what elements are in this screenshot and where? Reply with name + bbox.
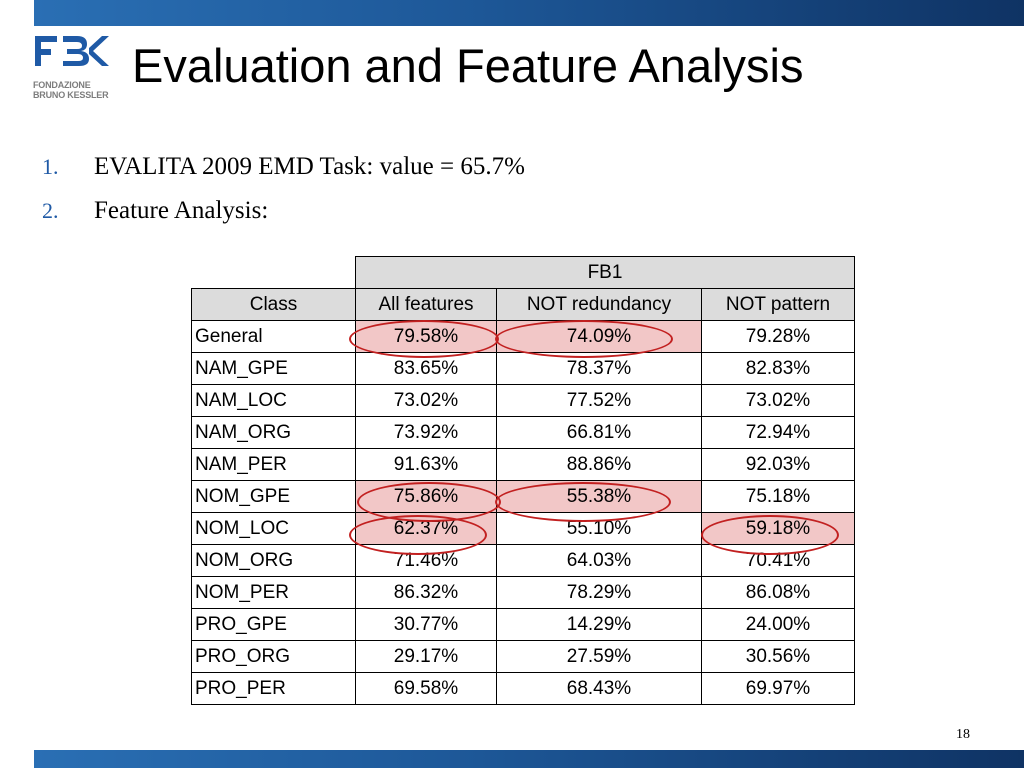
value-cell: 29.17% (355, 640, 497, 673)
value-cell: 69.58% (355, 672, 497, 705)
table-row: NAM_GPE 83.65% 78.37% 82.83% (191, 352, 855, 385)
slide-title: Evaluation and Feature Analysis (132, 39, 804, 92)
group-header-fb1: FB1 (355, 256, 855, 289)
value-cell: 72.94% (701, 416, 855, 449)
bottom-banner-bar (34, 750, 1024, 768)
class-cell: NAM_PER (191, 448, 356, 481)
header-not-pattern: NOT pattern (701, 288, 855, 321)
value-cell: 64.03% (496, 544, 702, 577)
value-cell: 75.18% (701, 480, 855, 513)
bullet-text: Feature Analysis: (94, 197, 269, 224)
value-cell: 79.28% (701, 320, 855, 353)
value-cell: 24.00% (701, 608, 855, 641)
class-cell: PRO_PER (191, 672, 356, 705)
value-cell: 77.52% (496, 384, 702, 417)
fbk-logo-mark (35, 36, 109, 66)
value-cell: 62.37% (355, 512, 497, 545)
value-cell: 30.56% (701, 640, 855, 673)
value-cell: 69.97% (701, 672, 855, 705)
value-cell: 74.09% (496, 320, 702, 353)
value-cell: 71.46% (355, 544, 497, 577)
value-cell: 73.92% (355, 416, 497, 449)
class-cell: NOM_PER (191, 576, 356, 609)
logo-text-line1: FONDAZIONE (33, 80, 91, 90)
class-cell: PRO_ORG (191, 640, 356, 673)
table-row: PRO_GPE 30.77% 14.29% 24.00% (191, 608, 855, 641)
value-cell: 78.37% (496, 352, 702, 385)
class-cell: NAM_LOC (191, 384, 356, 417)
class-cell: NAM_GPE (191, 352, 356, 385)
table-row: NOM_GPE 75.86% 55.38% 75.18% (191, 480, 855, 513)
value-cell: 73.02% (355, 384, 497, 417)
value-cell: 82.83% (701, 352, 855, 385)
bullet-item-2: 2. Feature Analysis: (42, 194, 525, 238)
header-not-redundancy: NOT redundancy (496, 288, 702, 321)
class-cell: NOM_LOC (191, 512, 356, 545)
logo-text-line2: BRUNO KESSLER (33, 90, 109, 100)
value-cell: 78.29% (496, 576, 702, 609)
table-header-row: Class All features NOT redundancy NOT pa… (191, 288, 855, 321)
value-cell: 86.08% (701, 576, 855, 609)
table-row: NAM_LOC 73.02% 77.52% 73.02% (191, 384, 855, 417)
value-cell: 88.86% (496, 448, 702, 481)
bullet-list: 1. EVALITA 2009 EMD Task: value = 65.7% … (42, 150, 525, 238)
class-cell: PRO_GPE (191, 608, 356, 641)
value-cell: 30.77% (355, 608, 497, 641)
table-row: NOM_LOC 62.37% 55.10% 59.18% (191, 512, 855, 545)
value-cell: 92.03% (701, 448, 855, 481)
class-cell: General (191, 320, 356, 353)
class-cell: NOM_ORG (191, 544, 356, 577)
value-cell: 70.41% (701, 544, 855, 577)
results-table-container: FB1 Class All features NOT redundancy NO… (191, 256, 855, 705)
table-row: NAM_ORG 73.92% 66.81% 72.94% (191, 416, 855, 449)
table-corner-cell (191, 256, 356, 289)
bullet-number: 2. (42, 198, 59, 223)
value-cell: 55.38% (496, 480, 702, 513)
table-group-header-row: FB1 (191, 256, 855, 289)
bullet-number: 1. (42, 154, 59, 179)
table-row: NAM_PER 91.63% 88.86% 92.03% (191, 448, 855, 481)
class-cell: NAM_ORG (191, 416, 356, 449)
table-row: PRO_ORG 29.17% 27.59% 30.56% (191, 640, 855, 673)
fbk-logo: FONDAZIONE BRUNO KESSLER (33, 34, 115, 104)
table-row: NOM_ORG 71.46% 64.03% 70.41% (191, 544, 855, 577)
table-row: NOM_PER 86.32% 78.29% 86.08% (191, 576, 855, 609)
header-all-features: All features (355, 288, 497, 321)
top-banner-bar (34, 0, 1024, 26)
class-cell: NOM_GPE (191, 480, 356, 513)
value-cell: 27.59% (496, 640, 702, 673)
value-cell: 66.81% (496, 416, 702, 449)
value-cell: 83.65% (355, 352, 497, 385)
table-row: General 79.58% 74.09% 79.28% (191, 320, 855, 353)
value-cell: 79.58% (355, 320, 497, 353)
value-cell: 55.10% (496, 512, 702, 545)
value-cell: 68.43% (496, 672, 702, 705)
value-cell: 75.86% (355, 480, 497, 513)
bullet-text: EVALITA 2009 EMD Task: value = 65.7% (94, 153, 525, 180)
table-body: General 79.58% 74.09% 79.28% NAM_GPE 83.65% 78… (191, 320, 855, 705)
page-number: 18 (956, 727, 970, 742)
value-cell: 73.02% (701, 384, 855, 417)
table-row: PRO_PER 69.58% 68.43% 69.97% (191, 672, 855, 705)
value-cell: 86.32% (355, 576, 497, 609)
value-cell: 14.29% (496, 608, 702, 641)
value-cell: 91.63% (355, 448, 497, 481)
value-cell: 59.18% (701, 512, 855, 545)
header-class: Class (191, 288, 356, 321)
bullet-item-1: 1. EVALITA 2009 EMD Task: value = 65.7% (42, 150, 525, 194)
results-table: FB1 Class All features NOT redundancy NO… (191, 256, 855, 705)
